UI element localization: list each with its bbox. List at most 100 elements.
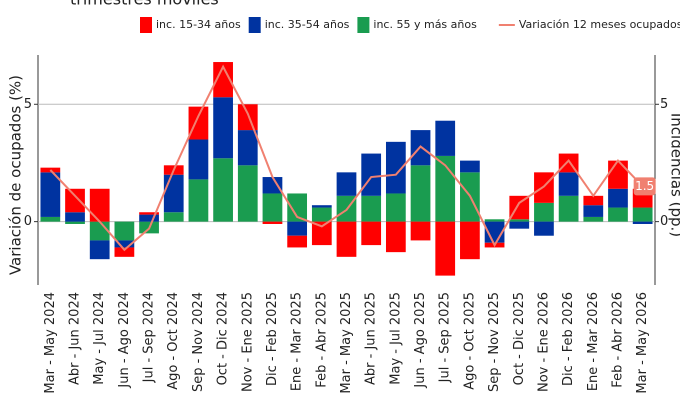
bar	[509, 195, 530, 220]
bar	[262, 177, 283, 194]
bar	[114, 240, 135, 248]
x-tick-label: Mar - May 2026	[635, 292, 650, 394]
bar	[509, 221, 530, 229]
bar	[435, 120, 456, 156]
bar	[139, 214, 159, 222]
x-tick-label: Abr - Jun 2024	[68, 292, 83, 385]
x-tick-label: Ago - Oct 2025	[462, 292, 477, 390]
x-tick-label: Sep - Nov 2025	[487, 292, 502, 392]
bar	[509, 219, 530, 222]
chart-title: trimestres móviles	[70, 0, 219, 9]
bar	[583, 205, 604, 217]
bar	[139, 212, 159, 215]
end-label: 1.5	[635, 179, 654, 193]
bar	[65, 212, 85, 222]
bar	[65, 221, 85, 224]
bar	[558, 195, 579, 222]
bar	[237, 104, 258, 131]
legend-label: inc. 55 y más años	[373, 18, 477, 31]
bar	[608, 207, 628, 222]
x-tick-label: Nov - Ene 2025	[240, 292, 255, 392]
bar	[188, 139, 209, 180]
bar	[385, 193, 406, 222]
bar	[336, 172, 357, 196]
bar	[435, 221, 456, 276]
bar	[213, 97, 233, 159]
bar	[336, 221, 357, 257]
x-tick-label: Jul - Sep 2025	[438, 292, 453, 383]
legend-swatch	[140, 17, 152, 33]
bar	[385, 141, 406, 194]
x-tick-label: Ago - Oct 2024	[166, 292, 181, 390]
bar	[608, 188, 628, 208]
x-tick-label: Dic - Feb 2025	[265, 292, 280, 386]
bar	[114, 221, 135, 241]
bar	[287, 221, 308, 236]
x-tick-label: Abr - Jun 2025	[364, 292, 379, 385]
y-axis-label: Variación de ocupados (%)	[7, 75, 25, 275]
x-tick-label: Ene - Mar 2025	[290, 292, 305, 391]
bar	[262, 221, 283, 224]
bar	[460, 160, 480, 173]
bar	[460, 221, 480, 260]
bar	[163, 174, 184, 213]
y2-axis-label: Incidencias (pp.)	[668, 113, 680, 237]
bar	[89, 188, 110, 222]
y2-tick-label: 5	[660, 97, 668, 112]
x-tick-label: May - Jul 2025	[388, 292, 403, 385]
legend-swatch	[357, 17, 370, 33]
bar	[361, 195, 382, 222]
end-label-bg	[633, 177, 656, 196]
bar	[311, 207, 332, 222]
bar	[213, 158, 233, 222]
bar	[40, 172, 61, 217]
y-tick-label: 0	[24, 214, 32, 229]
bar	[583, 195, 604, 206]
bar	[385, 221, 406, 253]
bar	[188, 179, 209, 222]
x-tick-label: Jun - Ago 2024	[117, 292, 132, 389]
bar	[608, 160, 628, 189]
bar	[237, 130, 258, 166]
x-tick-label: Mar - May 2024	[43, 292, 58, 394]
bar	[89, 240, 110, 260]
bar	[558, 172, 579, 196]
bar	[361, 153, 382, 196]
bar	[188, 106, 209, 140]
bar	[484, 219, 505, 222]
bar	[632, 207, 653, 222]
x-tick-label: Oct - Dic 2024	[216, 292, 231, 385]
bar	[583, 216, 604, 222]
y-tick-label: 5	[24, 97, 32, 112]
bar	[262, 193, 283, 222]
x-tick-label: Jun - Ago 2025	[413, 292, 428, 389]
x-tick-label: Oct - Dic 2025	[512, 292, 527, 385]
bar	[534, 202, 554, 222]
x-tick-label: Feb - Abr 2026	[610, 292, 625, 388]
legend-label: inc. 35-54 años	[265, 18, 350, 31]
x-tick-label: Jul - Sep 2024	[142, 292, 157, 383]
x-tick-label: Sep - Nov 2024	[191, 292, 206, 392]
bar	[40, 167, 61, 173]
y2-tick-label: 0	[660, 214, 668, 229]
bar	[410, 221, 431, 241]
x-tick-label: Dic - Feb 2026	[561, 292, 576, 386]
bar	[632, 221, 653, 224]
x-tick-label: Ene - Mar 2026	[586, 292, 601, 391]
bar	[311, 221, 332, 246]
bar	[361, 221, 382, 246]
x-tick-label: Feb - Abr 2025	[314, 292, 329, 388]
legend-swatch	[248, 17, 261, 33]
bar	[65, 188, 85, 213]
line	[49, 64, 644, 252]
bar	[237, 165, 258, 222]
bar	[287, 235, 308, 248]
bar	[163, 212, 184, 222]
bar	[40, 216, 61, 222]
legend-label: Variación 12 meses ocupados	[519, 18, 680, 31]
bar	[410, 165, 431, 222]
bar	[311, 205, 332, 208]
legend-label: inc. 15-34 años	[156, 18, 241, 31]
x-tick-label: Nov - Ene 2026	[536, 292, 551, 392]
